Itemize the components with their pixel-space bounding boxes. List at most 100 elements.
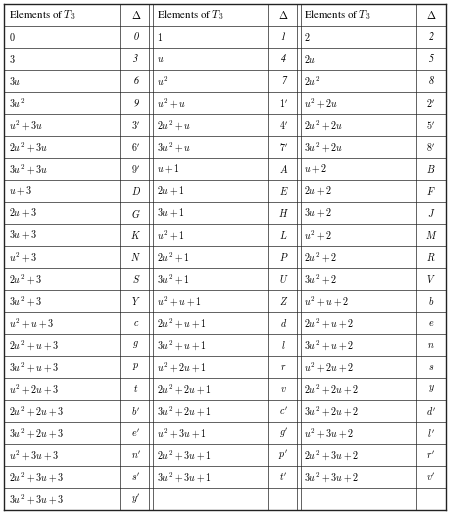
Text: $3u^2+u+2$: $3u^2+u+2$	[304, 338, 355, 352]
Text: $u^2+3u$: $u^2+3u$	[9, 118, 43, 132]
Text: $u^2+2u+3$: $u^2+2u+3$	[9, 382, 59, 396]
Text: $\Delta$: $\Delta$	[130, 9, 141, 21]
Text: $t$: $t$	[133, 383, 139, 394]
Text: $\Delta$: $\Delta$	[278, 9, 288, 21]
Text: $3u^2+2u$: $3u^2+2u$	[304, 140, 343, 154]
Text: $e$: $e$	[428, 318, 434, 328]
Text: $p$: $p$	[132, 361, 140, 373]
Text: $2u^2+1$: $2u^2+1$	[157, 250, 189, 264]
Text: $L$: $L$	[279, 229, 288, 241]
Text: $9'$: $9'$	[131, 163, 140, 175]
Text: $c'$: $c'$	[279, 405, 288, 416]
Text: $2u^2+u+2$: $2u^2+u+2$	[304, 316, 355, 330]
Text: $E$: $E$	[279, 185, 288, 197]
Text: $u^2+u$: $u^2+u$	[157, 96, 186, 110]
Text: $2u^2+3$: $2u^2+3$	[9, 272, 42, 286]
Text: $3u^2+2$: $3u^2+2$	[304, 272, 338, 286]
Text: $u^2+2u$: $u^2+2u$	[304, 96, 338, 110]
Text: $3u$: $3u$	[9, 75, 21, 87]
Text: $u^2+3u+1$: $u^2+3u+1$	[157, 426, 207, 440]
Text: $2u^2+3u+1$: $2u^2+3u+1$	[157, 448, 212, 462]
Text: $2u^2+2u+1$: $2u^2+2u+1$	[157, 382, 212, 396]
Text: $1$: $1$	[157, 31, 163, 43]
Text: $u^2$: $u^2$	[157, 75, 168, 88]
Text: $2u^2+u+3$: $2u^2+u+3$	[9, 338, 59, 352]
Text: $d'$: $d'$	[426, 405, 436, 417]
Text: 9: 9	[133, 98, 138, 108]
Text: $R$: $R$	[426, 251, 436, 263]
Text: $2u^2+2u+3$: $2u^2+2u+3$	[9, 404, 64, 418]
Text: $P$: $P$	[279, 251, 288, 263]
Text: $2u^2+2u$: $2u^2+2u$	[304, 118, 343, 132]
Text: $b'$: $b'$	[131, 405, 140, 417]
Text: $u^2+2$: $u^2+2$	[304, 228, 333, 242]
Text: $l$: $l$	[281, 339, 286, 351]
Text: $3u^2+3u+3$: $3u^2+3u+3$	[9, 492, 64, 506]
Text: $\Delta$: $\Delta$	[426, 9, 436, 21]
Text: $3u^2$: $3u^2$	[9, 96, 26, 110]
Text: $u^2+1$: $u^2+1$	[157, 228, 184, 242]
Text: $l'$: $l'$	[427, 427, 435, 439]
Text: $3u+1$: $3u+1$	[157, 207, 184, 219]
Text: $V$: $V$	[426, 273, 436, 285]
Text: 1: 1	[281, 32, 286, 42]
Text: 2: 2	[428, 32, 433, 42]
Text: $3u^2+3u$: $3u^2+3u$	[9, 162, 48, 176]
Text: $B$: $B$	[426, 163, 436, 175]
Text: $u^2+3$: $u^2+3$	[9, 250, 37, 264]
Text: $2$: $2$	[304, 31, 310, 43]
Text: $2u^2+u$: $2u^2+u$	[157, 118, 191, 132]
Text: $v'$: $v'$	[426, 471, 436, 483]
Text: $J$: $J$	[427, 207, 435, 219]
Text: $D$: $D$	[131, 185, 141, 197]
Text: $2u^2+u+1$: $2u^2+u+1$	[157, 316, 207, 330]
Text: $p'$: $p'$	[279, 448, 288, 462]
Text: $3u^2+2u+2$: $3u^2+2u+2$	[304, 404, 360, 418]
Text: $u+3$: $u+3$	[9, 185, 32, 197]
Text: $3u+3$: $3u+3$	[9, 229, 38, 241]
Text: $s$: $s$	[428, 362, 434, 372]
Text: $U$: $U$	[279, 273, 288, 285]
Text: $2u^2+3u$: $2u^2+3u$	[9, 140, 48, 154]
Text: $Y$: $Y$	[131, 295, 140, 307]
Text: $5'$: $5'$	[426, 119, 436, 131]
Text: 4: 4	[281, 54, 286, 64]
Text: $4'$: $4'$	[279, 119, 288, 131]
Text: $u$: $u$	[157, 54, 164, 64]
Text: $7'$: $7'$	[279, 141, 288, 153]
Text: $u+2$: $u+2$	[304, 163, 328, 175]
Text: $g'$: $g'$	[279, 426, 288, 439]
Text: $Z$: $Z$	[279, 295, 288, 307]
Text: $8'$: $8'$	[426, 141, 436, 153]
Text: $3'$: $3'$	[131, 119, 140, 131]
Text: $u^2+3u+2$: $u^2+3u+2$	[304, 426, 355, 440]
Text: $K$: $K$	[130, 229, 141, 241]
Text: $n'$: $n'$	[130, 449, 141, 461]
Text: $t'$: $t'$	[279, 471, 288, 483]
Text: $F$: $F$	[426, 185, 436, 197]
Text: $u^2+u+3$: $u^2+u+3$	[9, 316, 54, 330]
Text: $3$: $3$	[9, 53, 16, 65]
Text: $0$: $0$	[9, 31, 16, 43]
Text: Elements of $T_3$: Elements of $T_3$	[304, 8, 371, 22]
Text: $g$: $g$	[132, 339, 139, 351]
Text: $u^2+2u+1$: $u^2+2u+1$	[157, 360, 207, 374]
Text: $d$: $d$	[280, 317, 287, 329]
Text: $3u^2+3u+2$: $3u^2+3u+2$	[304, 470, 360, 484]
Text: $G$: $G$	[131, 207, 140, 219]
Text: $H$: $H$	[278, 207, 289, 219]
Text: $r$: $r$	[280, 362, 287, 372]
Text: $u^2+u+2$: $u^2+u+2$	[304, 294, 350, 308]
Text: 6: 6	[133, 76, 138, 86]
Text: Elements of $T_3$: Elements of $T_3$	[9, 8, 76, 22]
Text: $2u+3$: $2u+3$	[9, 207, 38, 219]
Text: $2u^2+3u+2$: $2u^2+3u+2$	[304, 448, 360, 462]
Text: $2u$: $2u$	[304, 53, 316, 65]
Text: $2u^2+2$: $2u^2+2$	[304, 250, 338, 264]
Text: $A$: $A$	[279, 163, 288, 175]
Text: $e'$: $e'$	[131, 427, 140, 438]
Text: $n$: $n$	[427, 340, 435, 350]
Text: $3u^2+1$: $3u^2+1$	[157, 272, 189, 286]
Text: $y$: $y$	[428, 383, 434, 394]
Text: $1'$: $1'$	[279, 97, 288, 109]
